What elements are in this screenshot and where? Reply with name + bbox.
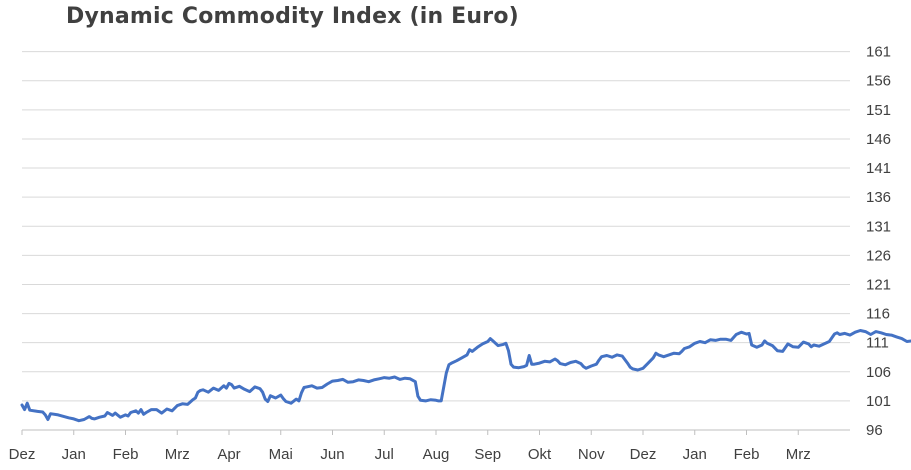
gridlines [22,51,850,402]
y-tick-label: 151 [866,102,891,119]
x-tick-label: Jan [62,446,86,463]
y-tick-label: 111 [866,335,889,352]
y-tick-label: 131 [866,218,891,235]
x-tick-label: Dez [9,446,36,463]
y-tick-label: 116 [866,306,890,323]
x-axis-labels: Dez Jan Feb Mrz Apr Mai Jun Jul Aug Sep Okt Nov Dez J… [9,446,811,463]
x-tick-label: Dez [630,446,657,463]
chart-title: Dynamic Commodity Index (in Euro) [66,4,519,29]
x-tick-label: Mai [269,446,293,463]
x-tick-label: Sep [474,446,501,463]
x-tick-label: Feb [734,446,760,463]
x-tick-label: Feb [113,446,139,463]
x-tick-label: Aug [423,446,450,463]
y-tick-label: 136 [866,189,891,206]
y-tick-label: 161 [866,44,891,61]
x-tick-label: Apr [217,446,240,463]
x-tick-label: Nov [578,446,605,463]
y-tick-label: 156 [866,73,891,90]
y-tick-label: 101 [866,393,891,410]
y-tick-label: 121 [866,276,891,293]
y-tick-label: 141 [866,160,891,177]
x-tick-label: Okt [528,446,552,463]
y-tick-label: 106 [866,364,891,381]
series-layer [20,329,911,423]
x-tick-label: Mrz [165,446,190,463]
y-tick-label: 146 [866,131,891,148]
x-tick-label: Jul [375,446,394,463]
x-tick-label: Jun [320,446,344,463]
series-line [20,329,911,423]
y-tick-label: 126 [866,247,891,264]
x-tick-label: Jan [683,446,707,463]
y-tick-label: 96 [866,422,883,439]
x-axis [21,429,850,435]
x-tick-label: Mrz [786,446,811,463]
y-axis: 96 101 106 111 116 121 126 131 136 141 146 151 156 16… [866,44,891,439]
